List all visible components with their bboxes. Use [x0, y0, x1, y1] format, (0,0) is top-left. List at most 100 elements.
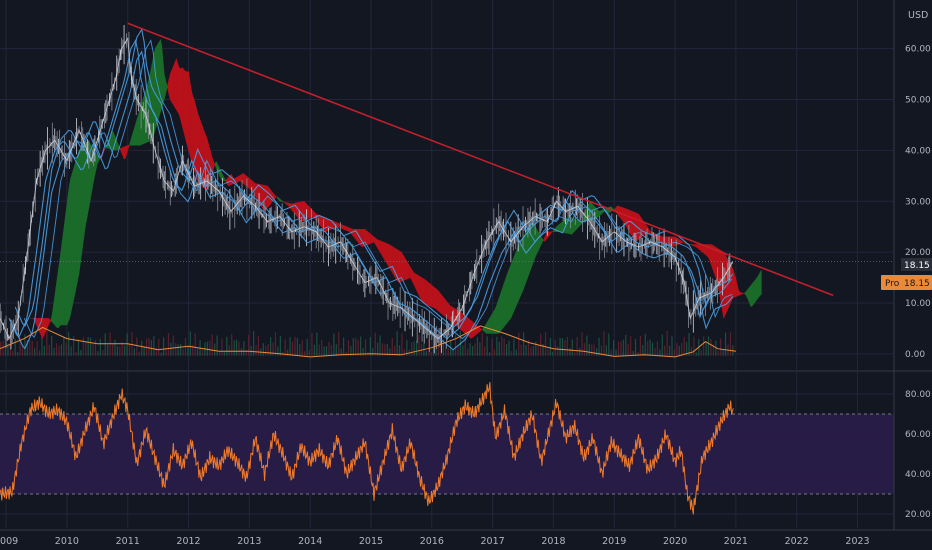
volume-bar: [535, 341, 537, 356]
volume-bar: [649, 339, 651, 356]
volume-bar: [21, 345, 24, 356]
volume-bar: [301, 340, 303, 356]
volume-bar: [277, 346, 279, 356]
volume-bar: [201, 349, 204, 356]
volume-bar: [705, 341, 707, 356]
volume-bar: [187, 346, 189, 356]
price-y-tick-label: 20.00: [905, 248, 931, 258]
volume-bar: [440, 340, 442, 356]
ichimoku-cloud-segment: [759, 269, 762, 296]
x-tick-label: 2017: [481, 536, 505, 547]
volume-bar: [14, 338, 16, 356]
volume-bar: [661, 334, 663, 356]
volume-bar: [559, 337, 561, 356]
volume-bar: [527, 340, 530, 356]
volume-bar: [642, 345, 644, 356]
volume-bar: [532, 345, 534, 356]
volume-bar: [591, 344, 593, 356]
volume-bar: [700, 349, 702, 356]
volume-bar: [386, 344, 388, 356]
volume-bar: [209, 340, 211, 356]
volume-bar: [666, 330, 668, 356]
volume-bar: [608, 333, 610, 356]
rsi-y-tick-label: 20.00: [905, 510, 931, 520]
x-tick-label: 2010: [55, 536, 79, 547]
volume-bar: [467, 348, 469, 356]
volume-bar: [162, 337, 165, 356]
volume-bar: [474, 343, 476, 356]
rsi-band-fill: [0, 414, 894, 494]
volume-bar: [313, 344, 316, 356]
x-tick-label: 2023: [845, 536, 869, 547]
volume-bar: [671, 336, 673, 356]
volume-bar: [294, 336, 296, 356]
x-tick-label: 2020: [663, 536, 687, 547]
price-y-tick-label: 0.00: [905, 350, 925, 360]
volume-bar: [274, 332, 277, 356]
volume-bar: [323, 346, 325, 356]
last-price-badge: 18.15: [901, 258, 932, 271]
volume-bar: [598, 337, 600, 356]
volume-bar: [462, 345, 464, 356]
volume-bar: [690, 346, 693, 356]
volume-bar: [578, 347, 581, 356]
volume-bar: [111, 344, 114, 356]
volume-bar: [425, 351, 427, 356]
volume-bar: [600, 345, 603, 356]
volume-bar: [622, 339, 624, 356]
volume-bar: [668, 345, 671, 356]
volume-bar: [481, 332, 483, 356]
volume-bar: [673, 349, 676, 356]
volume-bar: [515, 349, 517, 356]
volume-bar: [610, 349, 612, 356]
volume-bar: [48, 344, 50, 356]
volume-bar: [218, 350, 221, 356]
volume-bar: [141, 340, 143, 356]
rsi-y-tick-label: 80.00: [905, 390, 931, 400]
price-y-tick-label: 40.00: [905, 146, 931, 156]
volume-bar: [644, 333, 646, 356]
volume-bar: [369, 337, 371, 356]
x-tick-label: 2021: [724, 536, 748, 547]
volume-bar: [53, 347, 55, 356]
volume-bar: [471, 346, 474, 356]
volume-bar: [318, 344, 320, 356]
volume-bar: [92, 343, 94, 356]
volume-bar: [257, 336, 260, 356]
volume-bar: [549, 337, 551, 356]
rsi-y-tick-label: 60.00: [905, 430, 931, 440]
rsi-line: [0, 382, 734, 515]
price-panel[interactable]: [0, 22, 894, 358]
volume-bar: [505, 344, 508, 356]
volume-bar: [537, 344, 539, 356]
volume-bar: [226, 336, 228, 356]
volume-bar: [252, 330, 255, 356]
volume-bar: [36, 341, 38, 356]
x-tick-label: 2018: [541, 536, 565, 547]
volume-bar: [41, 335, 43, 356]
volume-bar: [630, 336, 632, 356]
volume-bar: [571, 339, 573, 356]
volume-bar: [647, 340, 649, 356]
rsi-panel[interactable]: [0, 382, 894, 515]
volume-bar: [588, 343, 590, 356]
price-y-tick-label: 30.00: [905, 197, 931, 207]
volume-bar: [712, 344, 714, 356]
volume-bar: [189, 331, 191, 356]
volume-bar: [82, 337, 84, 356]
volume-bar: [165, 348, 167, 356]
moving-average-band: [14, 50, 734, 351]
volume-bar: [308, 349, 311, 356]
volume-bar: [525, 345, 527, 356]
volume-bar: [311, 333, 313, 356]
volume-bar: [445, 341, 447, 356]
volume-bar: [707, 336, 710, 356]
volume-bar: [654, 348, 656, 356]
volume-bar: [617, 341, 620, 356]
volume-bar: [63, 337, 65, 356]
volume-bar: [284, 339, 286, 356]
volume-bar: [625, 334, 627, 356]
volume-bar: [442, 339, 444, 356]
volume-bar: [664, 345, 666, 356]
